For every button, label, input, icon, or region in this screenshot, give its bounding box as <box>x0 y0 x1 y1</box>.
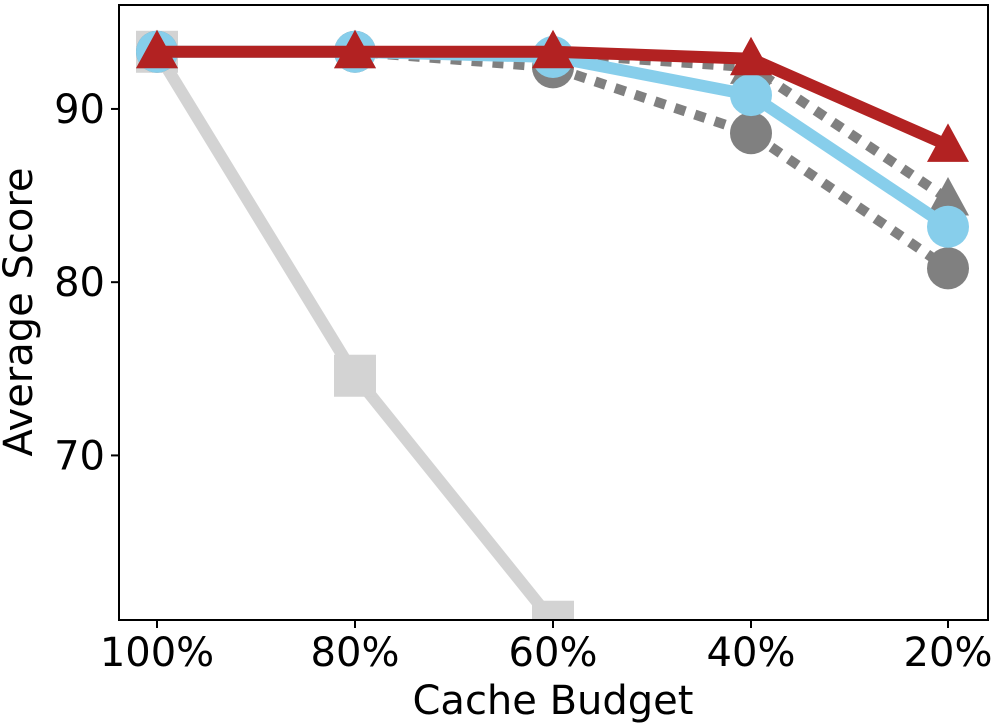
x-tick-label: 80% <box>311 630 400 676</box>
x-tick-label: 100% <box>100 630 214 676</box>
series-line <box>151 48 558 620</box>
data-point <box>927 247 969 290</box>
x-axis: 100% 80% 60% 40% 20% <box>100 620 993 676</box>
data-point <box>927 205 969 248</box>
x-tick-label: 40% <box>707 630 796 676</box>
x-tick-label: 20% <box>904 630 993 676</box>
y-tick-label: 70 <box>54 433 105 479</box>
x-tick-label: 60% <box>509 630 598 676</box>
y-axis: 70 80 90 <box>54 87 119 479</box>
data-point <box>927 177 969 216</box>
data-point <box>532 29 574 69</box>
data-point <box>334 29 376 69</box>
y-tick-label: 80 <box>54 260 105 306</box>
data-point <box>730 112 772 155</box>
y-tick-label: 90 <box>54 87 105 133</box>
data-point <box>136 29 178 69</box>
series-layer <box>136 29 969 620</box>
data-point <box>334 354 376 397</box>
data-point <box>532 600 574 620</box>
series-0 <box>136 30 574 620</box>
data-point <box>927 123 969 162</box>
data-point <box>730 36 772 76</box>
plot-frame <box>118 4 989 621</box>
y-axis-label: Average Score <box>0 167 42 456</box>
x-axis-label: Cache Budget <box>413 678 694 724</box>
data-point <box>730 74 772 117</box>
series-4 <box>136 29 969 162</box>
